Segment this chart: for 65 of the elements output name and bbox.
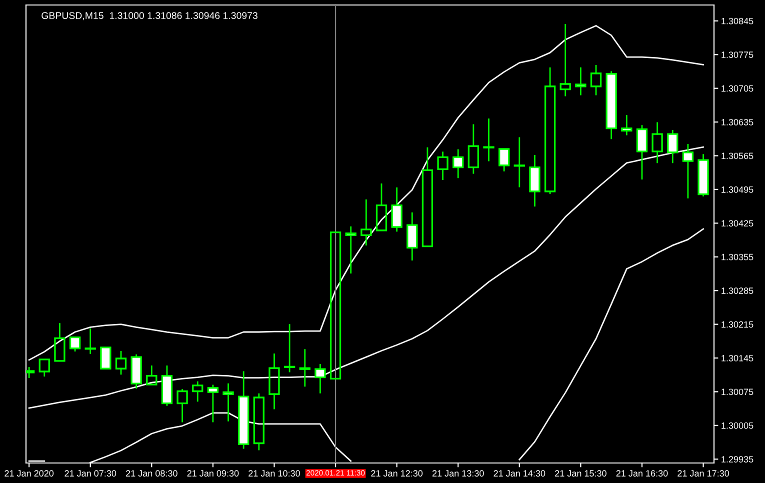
candlestick — [590, 64, 602, 96]
candlestick — [544, 67, 556, 194]
x-tick-label: 21 Jan 14:30 — [494, 470, 546, 477]
x-tick-label: 21 Jan 2020 — [4, 470, 54, 477]
candlestick — [529, 155, 540, 207]
candlestick — [698, 154, 709, 196]
candlestick — [268, 353, 280, 410]
x-tick-label: 21 Jan 12:30 — [371, 470, 423, 477]
candlestick — [483, 118, 494, 162]
candlestick — [192, 381, 204, 402]
x-tick-label: 21 Jan 07:30 — [64, 470, 116, 477]
candlestick — [437, 152, 448, 180]
candlestick — [100, 346, 112, 370]
y-tick-label: 1.30425 — [722, 220, 754, 227]
x-tick-label: 21 Jan 10:30 — [248, 470, 300, 477]
candlestick — [222, 383, 234, 422]
x-tick-label: 21 Jan 13:30 — [432, 470, 484, 477]
y-tick-label: 1.30215 — [722, 321, 754, 328]
candlestick — [130, 354, 142, 389]
y-tick-label: 1.30705 — [722, 85, 754, 92]
y-tick-label: 1.30145 — [722, 354, 754, 362]
text: GBPUSD,M15 1.31000 1.31086 1.30946 1.30973 — [42, 12, 258, 20]
candlestick — [314, 364, 326, 394]
candlestick — [422, 147, 434, 248]
x-tick-label: 21 Jan 15:30 — [555, 470, 606, 477]
candlestick — [376, 183, 388, 232]
candlestick — [360, 199, 372, 246]
y-tick-label: 1.30285 — [722, 288, 754, 294]
candlestick — [146, 366, 158, 386]
y-tick-label: 1.30775 — [722, 52, 754, 58]
y-tick-label: 1.30075 — [722, 388, 754, 396]
candlestick — [652, 122, 663, 164]
y-tick-label: 1.30845 — [722, 18, 754, 24]
candlestick — [253, 393, 264, 450]
x-tick-label: 21 Jan 16:30 — [616, 470, 668, 477]
candlestick — [54, 323, 66, 362]
candlestick — [391, 187, 402, 232]
candlestick — [161, 366, 173, 406]
candlestick — [284, 324, 296, 372]
y-tick-label: 1.30355 — [722, 254, 754, 260]
candlestick — [115, 351, 127, 375]
candlestick — [468, 124, 480, 174]
candlestick — [84, 328, 96, 354]
candlestick — [452, 149, 464, 178]
y-tick-label: 1.30495 — [722, 186, 754, 193]
candlestick — [299, 349, 310, 387]
y-tick-label: 1.30565 — [722, 152, 754, 160]
candlestick — [330, 231, 342, 380]
x-tick-label: 21 Jan 09:30 — [187, 470, 239, 477]
candlestick — [38, 358, 50, 377]
candlestick — [575, 67, 586, 96]
x-tick-label: 21 Jan 17:30 — [678, 470, 730, 477]
candlestick — [621, 115, 632, 136]
candlestick — [498, 148, 510, 172]
y-tick-label: 1.30635 — [722, 118, 754, 126]
x-tick-label: 21 Jan 08:30 — [126, 470, 178, 477]
candlestick — [560, 24, 571, 96]
candlestick — [345, 226, 356, 274]
candlestick — [514, 137, 525, 188]
y-tick-label: 1.30005 — [722, 422, 754, 429]
candlestick — [207, 384, 219, 422]
candlestick — [176, 389, 188, 422]
y-tick-label: 1.29935 — [722, 456, 754, 463]
candlestick — [406, 212, 418, 260]
candlestick — [606, 71, 617, 140]
